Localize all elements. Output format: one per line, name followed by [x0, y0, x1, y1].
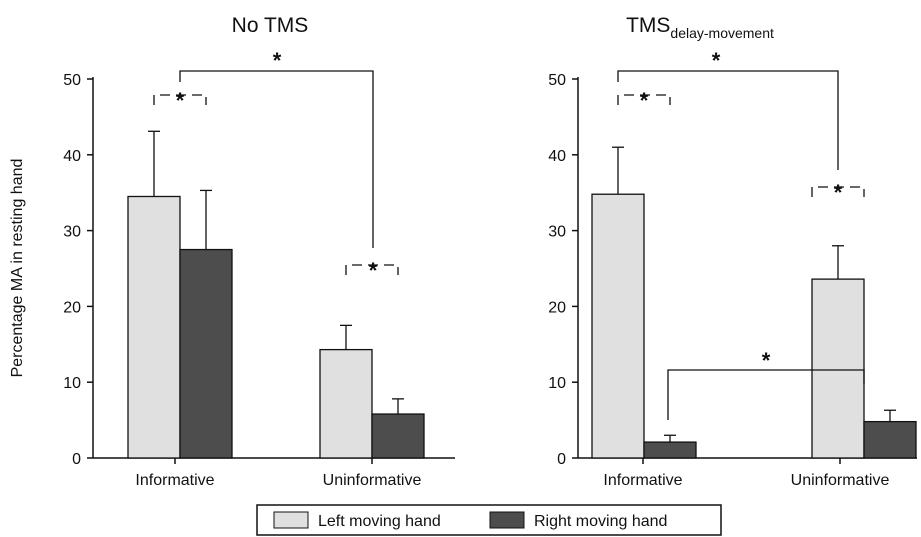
x-category-label: Informative [135, 472, 214, 489]
y-tick-label: 20 [63, 299, 81, 316]
significance-star: * [273, 48, 282, 73]
bar-right-moving-hand [863, 420, 917, 459]
significance-bracket-informative [153, 94, 207, 105]
significance-star: * [712, 48, 721, 73]
y-tick-label: 0 [72, 451, 81, 468]
y-tick-label: 50 [548, 72, 566, 89]
legend-label-left: Left moving hand [318, 513, 441, 530]
y-axis-label: Percentage MA in resting hand [9, 159, 26, 378]
y-tick-label: 30 [548, 224, 566, 241]
panel-2-title: TMSdelay-movement [626, 14, 774, 41]
legend-label-right: Right moving hand [534, 513, 667, 530]
bar-left-moving-hand [127, 195, 181, 459]
y-tick-label: 30 [63, 224, 81, 241]
significance-bracket-uninformative [345, 264, 399, 275]
bar-left-moving-hand [591, 193, 645, 459]
significance-star: * [834, 180, 843, 205]
y-tick-label: 50 [63, 72, 81, 89]
panel-tms-delay-movement: 0 10 20 30 40 50 Informative Uninformative * * * * [548, 48, 917, 489]
significance-star: * [176, 88, 185, 113]
bar-right-moving-hand [179, 248, 233, 459]
significance-bracket-informative [617, 94, 671, 105]
legend: Left moving hand Right moving hand [256, 504, 722, 536]
panel-2-title-subscript: delay-movement [670, 25, 774, 41]
x-category-label: Uninformative [323, 472, 422, 489]
legend-swatch-right [489, 511, 525, 529]
y-tick-label: 20 [548, 299, 566, 316]
panel-2-title-main: TMS [626, 14, 670, 37]
significance-bracket-uninformative [811, 186, 865, 197]
y-tick-label: 0 [557, 451, 566, 468]
bar-left-moving-hand [319, 348, 373, 459]
bar-left-moving-hand [811, 278, 865, 459]
panel-no-tms: 0 10 20 30 40 50 Informative Uninformative * * * [63, 48, 455, 489]
significance-star: * [640, 88, 649, 113]
panel-1-title: No TMS [232, 14, 309, 37]
y-tick-label: 10 [63, 375, 81, 392]
legend-swatch-left [273, 511, 309, 529]
significance-bracket-between-conditions [179, 70, 374, 248]
significance-star: * [369, 258, 378, 283]
bar-right-moving-hand [371, 413, 425, 459]
x-category-label: Informative [603, 472, 682, 489]
significance-bracket-right-hands [667, 369, 865, 420]
y-tick-label: 40 [63, 148, 81, 165]
x-category-label: Uninformative [791, 472, 890, 489]
y-tick-label: 40 [548, 148, 566, 165]
legend-box [256, 504, 722, 536]
significance-bracket-left-hands [617, 70, 839, 170]
y-tick-label: 10 [548, 375, 566, 392]
significance-star: * [762, 348, 771, 373]
bar-right-moving-hand [643, 441, 697, 459]
